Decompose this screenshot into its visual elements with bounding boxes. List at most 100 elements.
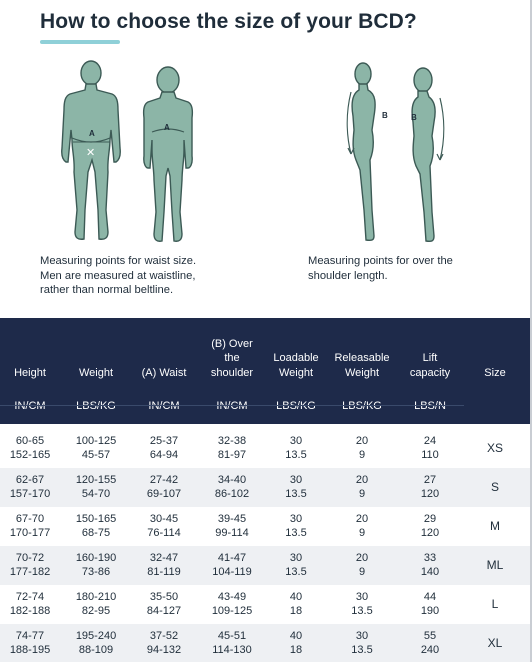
column-header-line: Loadable: [273, 352, 319, 364]
table-cell: 30-45 76-114: [132, 512, 196, 540]
table-cell: 195-240 88-109: [64, 629, 128, 657]
column-header: Size: [464, 332, 526, 380]
unit-header: LBS/N: [414, 400, 446, 412]
shoulder-caption-line: shoulder length.: [308, 269, 388, 282]
table-cell-value: 9: [358, 449, 366, 461]
table-cell-value: 114-130: [212, 644, 252, 656]
size-label: S: [490, 480, 499, 494]
table-cell: 32-38 81-97: [200, 434, 264, 462]
cross-mark-icon: ✕: [86, 146, 95, 159]
table-cell-value: 32-47: [149, 552, 179, 564]
unit-header: LBS/KG: [76, 400, 116, 412]
table-cell: 25-37 64-94: [132, 434, 196, 462]
table-cell-value: 9: [358, 566, 366, 578]
table-cell-value: 140: [420, 566, 440, 578]
column-header-line: (B) Over: [211, 337, 253, 350]
table-cell: 41-47 104-119: [200, 551, 264, 579]
column-header: (A) Waist: [132, 332, 196, 380]
table-cell: 74-77 188-195: [0, 629, 60, 657]
column-header-line: Lift: [422, 352, 438, 364]
shoulder-caption-line: Measuring points for over the: [308, 255, 453, 267]
table-cell-value: 39-45: [217, 513, 247, 525]
table-cell-value: 188-195: [9, 644, 51, 656]
table-cell: 30 13.5: [330, 629, 394, 657]
title-underline: [40, 40, 120, 44]
table-cell-value: 30: [355, 630, 369, 642]
size-label: XS: [486, 441, 503, 455]
unit-header: IN/CM: [14, 400, 46, 412]
table-cell-value: 69-107: [146, 488, 182, 500]
table-cell: 120-155 54-70: [64, 473, 128, 501]
table-cell-value: 177-182: [9, 566, 51, 578]
table-cell-value: 182-188: [9, 605, 51, 617]
side-body-figure-2: [411, 67, 436, 243]
table-cell-value: 110: [421, 449, 439, 461]
waist-caption-line: rather than normal beltline.: [40, 284, 174, 297]
table-cell-value: 195-240: [75, 630, 117, 642]
table-cell-value: 70-72: [15, 552, 45, 564]
table-cell: 100-125 45-57: [64, 434, 128, 462]
table-cell-value: 62-67: [15, 474, 45, 486]
table-cell-value: 13.5: [285, 566, 307, 578]
column-header-line: Weight: [344, 366, 380, 379]
waist-caption-line: Measuring points for waist size.: [40, 255, 197, 267]
table-cell-value: 150-165: [75, 513, 117, 525]
column-header-line: the: [224, 352, 240, 364]
table-cell: 62-67 157-170: [0, 473, 60, 501]
front-body-figure: [61, 60, 121, 240]
table-cell-value: 20: [355, 435, 369, 447]
table-cell-value: 9: [358, 527, 366, 539]
table-cell-value: 72-74: [15, 591, 45, 603]
table-cell-value: 30: [289, 513, 303, 525]
table-cell: 67-70 170-177: [0, 512, 60, 540]
column-header: (B) Over the shoulder: [200, 332, 264, 380]
table-cell: 60-65 152-165: [0, 434, 60, 462]
table-cell: 37-52 94-132: [132, 629, 196, 657]
table-cell: 44 190: [398, 590, 462, 618]
table-cell: 40 18: [266, 590, 326, 618]
table-cell-value: 29: [423, 513, 437, 525]
table-cell-value: 240: [420, 644, 440, 656]
table-cell: 30 13.5: [330, 590, 394, 618]
table-cell: 27-42 69-107: [132, 473, 196, 501]
table-cell-value: 30: [289, 474, 303, 486]
page-title: How to choose the size of your BCD?: [40, 10, 417, 33]
table-cell: 45-51 114-130: [200, 629, 264, 657]
table-cell: 150-165 68-75: [64, 512, 128, 540]
table-cell: 27 120: [398, 473, 462, 501]
waist-measurement-figure: A ✕ A: [50, 60, 210, 246]
back-body-figure: [142, 66, 194, 242]
table-cell-value: 9: [358, 488, 366, 500]
table-cell: 20 9: [330, 512, 394, 540]
size-label: XL: [487, 636, 503, 650]
size-label: L: [491, 597, 499, 611]
label-a-front: A: [89, 129, 95, 138]
table-row: 72-74 182-188 180-210 82-95 35-50 84-127 43-49…: [0, 585, 532, 624]
table-cell-value: 20: [355, 552, 369, 564]
table-cell-value: 180-210: [75, 591, 117, 603]
table-cell-value: 160-190: [75, 552, 117, 564]
table-cell-value: 88-109: [78, 644, 114, 656]
table-cell-value: 170-177: [9, 527, 51, 539]
table-cell: 72-74 182-188: [0, 590, 60, 618]
table-row: 67-70 170-177 150-165 68-75 30-45 76-114 39-45…: [0, 507, 532, 546]
table-cell: 160-190 73-86: [64, 551, 128, 579]
table-cell-value: 32-38: [217, 435, 247, 447]
table-cell: 29 120: [398, 512, 462, 540]
column-header: Weight: [64, 332, 128, 380]
label-a-back: A: [164, 123, 170, 132]
column-header: Releasable Weight: [330, 332, 394, 380]
table-cell: 55 240: [398, 629, 462, 657]
table-row: 60-65 152-165 100-125 45-57 25-37 64-94 32-38 8…: [0, 429, 532, 468]
table-cell-value: 33: [423, 552, 437, 564]
table-cell-value: 120: [420, 527, 440, 539]
table-cell-value: 43-49: [217, 591, 247, 603]
table-cell-value: 41-47: [217, 552, 247, 564]
table-row: 62-67 157-170 120-155 54-70 27-42 69-107 34-40…: [0, 468, 532, 507]
column-header: Height: [0, 332, 60, 380]
table-cell: 20 9: [330, 551, 394, 579]
table-cell-value: 40: [289, 630, 303, 642]
table-cell-value: 60-65: [15, 435, 45, 447]
table-cell-value: 30: [289, 435, 303, 447]
header-separator: [0, 405, 464, 406]
